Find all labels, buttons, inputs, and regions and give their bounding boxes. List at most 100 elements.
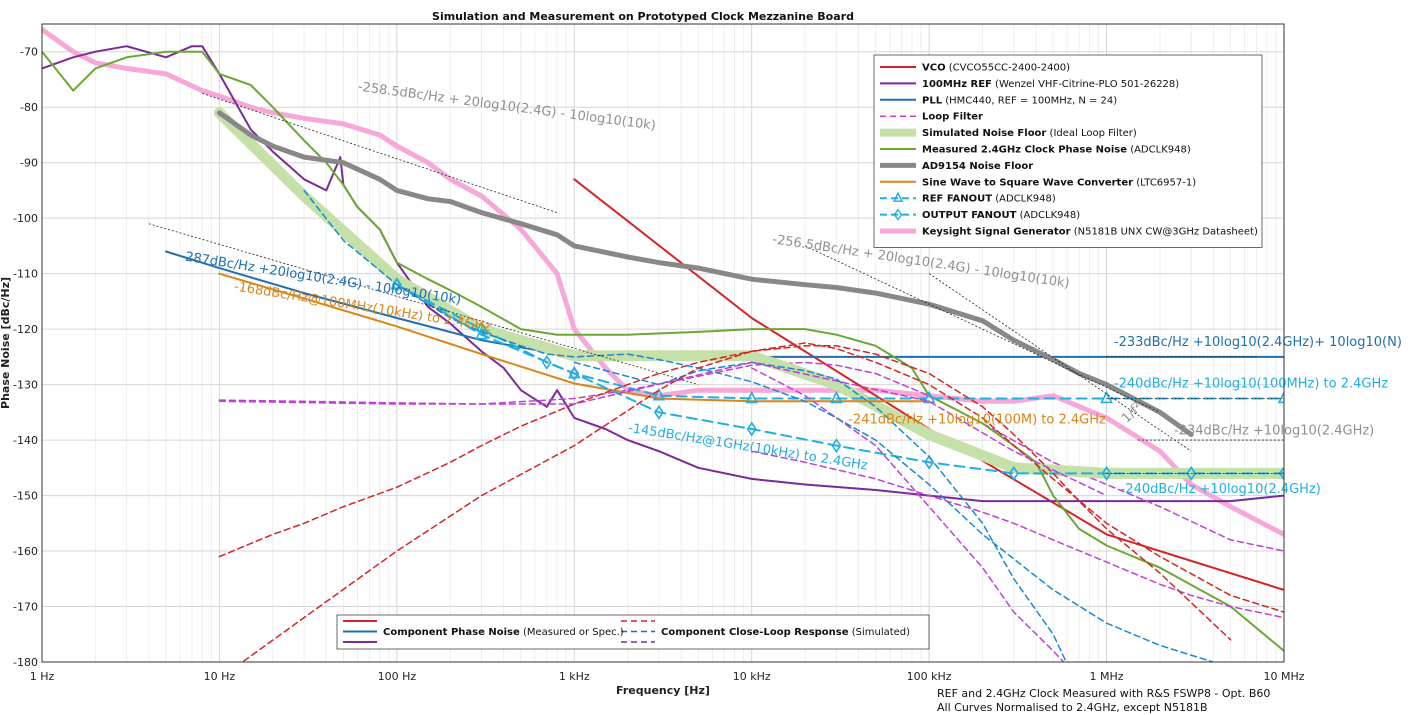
legend-entry-detail: (N5181B UNX CW@3GHz Datasheet) xyxy=(1071,227,1258,238)
series-marker-10 xyxy=(1279,465,1284,481)
x-tick-label: 10 kHz xyxy=(733,670,771,683)
series-line-6 xyxy=(42,50,1284,652)
legend-entry: Loop Filter xyxy=(922,112,983,123)
chart-title: Simulation and Measurement on Prototyped… xyxy=(432,10,854,23)
x-tick-label: 10 Hz xyxy=(204,670,236,683)
guide-line-3 xyxy=(928,273,1192,452)
y-tick-label: -150 xyxy=(13,490,38,503)
bottom-legend-solid-label: Component Phase Noise (Measured or Spec.… xyxy=(383,627,624,638)
legend-entry: Measured 2.4GHz Clock Phase Noise (ADCLK… xyxy=(922,145,1191,156)
series-marker-9 xyxy=(1100,390,1113,404)
bottom-legend-solid-detail: (Measured or Spec.) xyxy=(520,627,624,638)
legend-entry: Simulated Noise Floor (Ideal Loop Filter… xyxy=(922,128,1137,139)
y-tick-label: -180 xyxy=(13,656,38,669)
footnote-line: All Curves Normalised to 2.4GHz, except … xyxy=(937,701,1208,714)
series-line-0 xyxy=(42,27,1284,537)
bottom-legend-dashed-name: Component Close-Loop Response xyxy=(661,627,849,638)
legend-entry-name: Sine Wave to Square Wave Converter xyxy=(922,177,1133,188)
series-line-11 xyxy=(750,450,1284,619)
legend-entry: PLL (HMC440, REF = 100MHz, N = 24) xyxy=(922,95,1117,106)
legend-entry-detail: (ADCLK948) xyxy=(1016,210,1080,221)
legend-box xyxy=(873,54,1263,248)
legend-entry-detail: (LTC6957-1) xyxy=(1133,177,1196,188)
series-marker-9 xyxy=(1277,390,1284,404)
bottom-legend-dashed-detail: (Simulated) xyxy=(849,627,911,638)
y-tick-label: -160 xyxy=(13,545,38,558)
series-layer xyxy=(42,27,1284,662)
legend-entry-name: PLL xyxy=(922,95,943,106)
x-tick-label: 1 MHz xyxy=(1090,670,1124,683)
guide-line-2 xyxy=(148,223,699,385)
y-tick-label: -110 xyxy=(13,268,38,281)
annotation-8: -234dBc/Hz +10log10(2.4GHz) xyxy=(1174,424,1374,439)
y-tick-label: -120 xyxy=(13,323,38,336)
series-marker-10 xyxy=(653,404,664,420)
series-marker-10 xyxy=(1186,465,1197,481)
legend-entry: VCO (CVCO55CC-2400-2400) xyxy=(922,63,1070,74)
y-tick-label: -90 xyxy=(20,157,38,170)
y-tick-label: -170 xyxy=(13,601,38,614)
legend: VCO (CVCO55CC-2400-2400) 100MHz REF (Wenz… xyxy=(873,54,1263,248)
footnote-line: REF and 2.4GHz Clock Measured with R&S F… xyxy=(937,687,1270,700)
series-marker-10 xyxy=(831,438,842,454)
legend-marker xyxy=(892,191,904,202)
legend-entry: REF FANOUT (ADCLK948) xyxy=(922,194,1056,205)
series-line-13 xyxy=(218,342,1284,613)
x-tick-label: 10 MHz xyxy=(1263,670,1304,683)
bottom-legend-solid-name: Component Phase Noise xyxy=(383,627,520,638)
y-tick-label: -140 xyxy=(13,434,38,447)
y-tick-label: -80 xyxy=(20,101,38,114)
series-line-2 xyxy=(42,45,1284,503)
series-line-9 xyxy=(395,283,1284,400)
legend-marker xyxy=(893,208,903,221)
series-marker-9 xyxy=(830,390,843,404)
series-line-7 xyxy=(216,110,1194,437)
x-axis-label: Frequency [Hz] xyxy=(616,684,710,697)
series-marker-10 xyxy=(746,421,757,437)
legend-entry: AD9154 Noise Floor xyxy=(922,161,1033,172)
series-marker-9 xyxy=(745,390,759,404)
legend-entry-name: Measured 2.4GHz Clock Phase Noise xyxy=(922,145,1127,156)
legend-entry-detail: (ADCLK948) xyxy=(992,194,1056,205)
series-line-16 xyxy=(241,345,1232,662)
grid xyxy=(41,24,1285,663)
series-marker-10 xyxy=(569,366,580,381)
series-line-10 xyxy=(395,283,1284,475)
legend-entry-name: Keysight Signal Generator xyxy=(922,227,1071,238)
legend-entry: Keysight Signal Generator (N5181B UNX CW… xyxy=(922,227,1258,238)
legend-entry-detail: (HMC440, REF = 100MHz, N = 24) xyxy=(942,95,1117,106)
annotation-9: -240dBc/Hz +10log10(2.4GHz) xyxy=(1121,482,1321,497)
series-marker-9 xyxy=(475,326,488,340)
y-axis-label: Phase Noise [dBc/Hz] xyxy=(0,277,12,409)
legend-entry-name: Simulated Noise Floor xyxy=(922,128,1046,139)
series-line-15 xyxy=(303,189,1216,662)
guide-line-1 xyxy=(804,245,1161,413)
x-tick-label: 100 kHz xyxy=(907,670,952,683)
legend-entry-name: 100MHz REF xyxy=(922,79,992,90)
series-marker-9 xyxy=(922,390,936,404)
legend-entry-detail: (Ideal Loop Filter) xyxy=(1046,128,1137,139)
legend-entry: OUTPUT FANOUT (ADCLK948) xyxy=(922,210,1080,221)
legend-entry-name: Loop Filter xyxy=(922,112,983,123)
legend-entry-name: REF FANOUT xyxy=(922,194,992,205)
legend-entry-name: VCO xyxy=(922,63,946,74)
y-tick-label: -130 xyxy=(13,379,38,392)
annotation-5: -241dBc/Hz +10log10(100M) to 2.4GHz xyxy=(848,412,1106,427)
series-marker-9 xyxy=(652,387,666,401)
axis-ticks: 1 Hz 10 Hz 100 Hz 1 kHz 10 kHz 100 kHz 1 MHz 10… xyxy=(13,46,1305,683)
x-tick-label: 1 Hz xyxy=(30,670,55,683)
series-marker-10 xyxy=(541,354,552,370)
legend-entry: 100MHz REF (Wenzel VHF-Citrine-PLO 501-2… xyxy=(922,79,1179,90)
legend-entry-detail: (ADCLK948) xyxy=(1127,145,1191,156)
legend-entry: Sine Wave to Square Wave Converter (LTC6… xyxy=(922,177,1196,188)
series-marker-10 xyxy=(476,321,487,337)
series-marker-10 xyxy=(1008,465,1019,481)
y-tick-label: -100 xyxy=(13,212,38,225)
bottom-legend: Component Phase Noise (Measured or Spec.… xyxy=(336,614,930,650)
legend-entry-detail: (Wenzel VHF-Citrine-PLO 501-26228) xyxy=(992,79,1179,90)
footnote: REF and 2.4GHz Clock Measured with R&S F… xyxy=(937,687,1270,714)
series-line-4 xyxy=(218,361,1284,552)
x-tick-label: 1 kHz xyxy=(559,670,590,683)
bottom-legend-dashed-label: Component Close-Loop Response (Simulated… xyxy=(661,627,910,638)
